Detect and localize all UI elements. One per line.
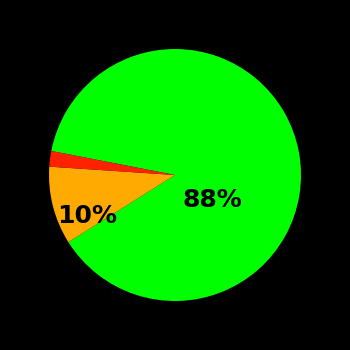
Text: 10%: 10%: [57, 204, 117, 228]
Wedge shape: [49, 151, 175, 175]
Wedge shape: [49, 167, 175, 242]
Wedge shape: [51, 49, 301, 301]
Text: 88%: 88%: [183, 188, 243, 212]
